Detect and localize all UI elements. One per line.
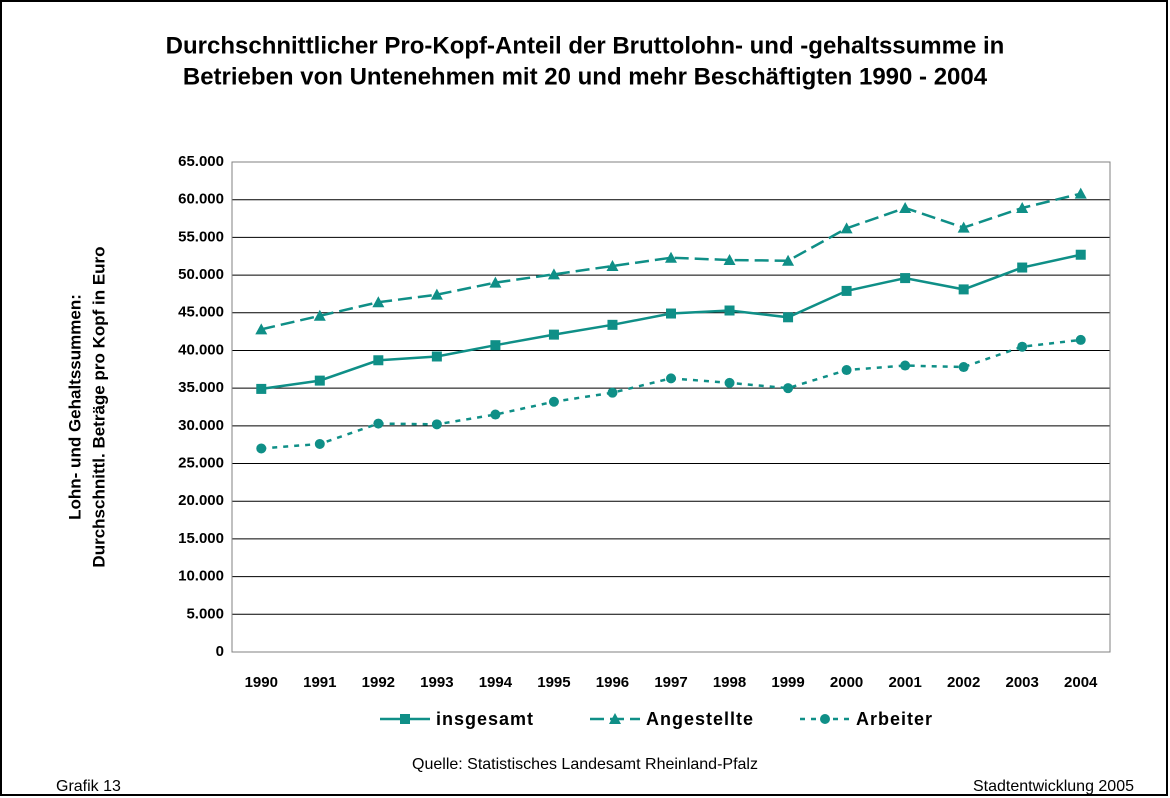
marker <box>1074 187 1087 199</box>
x-tick-label: 2004 <box>1064 674 1098 691</box>
marker <box>256 443 267 454</box>
marker <box>723 254 736 265</box>
y-tick-label: 30.000 <box>178 417 224 434</box>
plot-area <box>231 161 1111 653</box>
marker <box>606 260 619 272</box>
marker <box>1075 334 1086 345</box>
y-tick-label: 15.000 <box>178 530 224 547</box>
marker <box>373 355 384 366</box>
y-tick-label: 60.000 <box>178 191 224 208</box>
x-tick-label: 1993 <box>420 674 453 691</box>
x-tick-label: 1998 <box>713 674 746 691</box>
marker <box>489 276 502 288</box>
marker <box>607 387 618 398</box>
y-tick-label: 5.000 <box>186 605 224 622</box>
y-tick-label: 20.000 <box>178 492 224 509</box>
marker <box>490 340 501 351</box>
x-tick-label: 1996 <box>596 674 629 691</box>
marker <box>666 308 676 319</box>
marker <box>548 329 559 340</box>
source: Quelle: Statistisches Landesamt Rheinlan… <box>412 756 758 773</box>
marker <box>665 251 677 263</box>
marker <box>899 201 912 213</box>
x-tick-label: 1999 <box>771 674 804 691</box>
x-tick-label: 2003 <box>1006 674 1039 691</box>
x-tick-label: 1995 <box>537 674 570 691</box>
y-tick-label: 0 <box>216 643 224 660</box>
marker <box>724 377 735 388</box>
footer-right: Stadtentwicklung 2005 <box>973 778 1134 795</box>
marker <box>1016 201 1029 213</box>
y-tick-label: 40.000 <box>178 341 224 358</box>
marker <box>957 221 970 233</box>
x-tick-label: 1991 <box>303 674 336 691</box>
marker <box>900 360 911 371</box>
marker <box>1017 262 1028 273</box>
marker <box>256 383 267 394</box>
legend-label: Angestellte <box>646 709 754 729</box>
x-tick-label: 1994 <box>479 674 513 691</box>
marker <box>490 409 501 420</box>
y-tick-label: 65.000 <box>178 153 224 170</box>
legend-label: insgesamt <box>436 709 534 729</box>
legend-label: Arbeiter <box>856 709 933 729</box>
chart-title: Betrieben von Untenehmen mit 20 und mehr… <box>183 63 988 90</box>
chart-title: Durchschnittlicher Pro-Kopf-Anteil der B… <box>166 32 1005 59</box>
y-tick-label: 25.000 <box>178 455 224 472</box>
x-tick-label: 1997 <box>654 674 687 691</box>
marker <box>900 273 911 284</box>
marker <box>841 365 852 376</box>
marker <box>373 418 384 429</box>
marker <box>430 288 443 300</box>
marker <box>372 296 385 308</box>
legend-marker <box>609 713 621 724</box>
marker <box>958 362 969 373</box>
marker <box>548 396 559 407</box>
x-tick-label: 2002 <box>947 674 980 691</box>
marker <box>314 438 325 449</box>
marker <box>431 351 442 362</box>
y-tick-label: 50.000 <box>178 266 224 283</box>
marker <box>958 284 969 295</box>
series-line <box>260 192 1082 331</box>
x-tick-label: 2000 <box>830 674 863 691</box>
marker <box>783 383 794 394</box>
x-tick-label: 2001 <box>888 674 921 691</box>
marker <box>724 305 735 316</box>
y-tick-label: 45.000 <box>178 304 224 321</box>
legend-marker <box>400 714 410 724</box>
x-tick-label: 1990 <box>245 674 278 691</box>
marker <box>314 375 325 386</box>
footer-left: Grafik 13 <box>56 778 121 795</box>
y-tick-label: 10.000 <box>178 568 224 585</box>
legend-marker <box>820 714 830 724</box>
marker <box>783 312 794 323</box>
marker <box>1017 341 1028 352</box>
marker <box>313 309 326 321</box>
marker <box>782 254 795 266</box>
marker <box>1075 249 1086 260</box>
y-axis-label: Durchschnittl. Beträge pro Kopf in Euro <box>89 246 108 567</box>
marker <box>840 222 853 234</box>
marker <box>666 373 676 384</box>
y-tick-label: 35.000 <box>178 379 224 396</box>
marker <box>431 419 442 430</box>
y-axis-label: Lohn- und Gehaltssummen: <box>65 294 84 520</box>
marker <box>547 268 560 280</box>
marker <box>255 323 268 335</box>
series-line <box>261 338 1081 450</box>
marker <box>607 319 618 330</box>
y-tick-label: 55.000 <box>178 228 224 245</box>
x-tick-label: 1992 <box>362 674 395 691</box>
marker <box>841 285 852 296</box>
